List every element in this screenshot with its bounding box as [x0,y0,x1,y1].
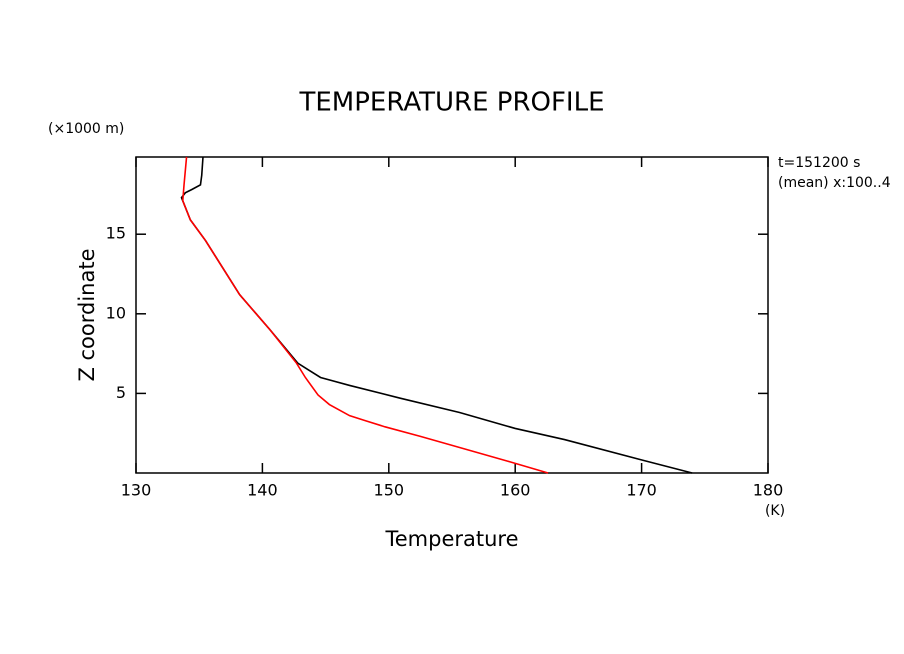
annotation: t=151200 s [778,155,860,171]
y-unit: (×1000 m) [48,121,124,137]
x-tick-label: 130 [121,481,152,500]
plot-frame [135,156,769,474]
y-axis-label: Z coordinate [75,248,99,381]
x-tick-label: 150 [374,481,405,500]
line [181,156,549,474]
x-tick-label: 140 [247,481,278,500]
x-tick-label: 160 [500,481,531,500]
y-tick-label: 15 [106,224,126,243]
chart-title: TEMPERATURE PROFILE [298,88,604,118]
x-tick-label: 170 [626,481,657,500]
annotation: (mean) x:100..4 [778,175,891,191]
y-tick-label: 10 [106,303,126,322]
y-tick-label: 5 [116,383,126,402]
x-tick-label: 180 [753,481,784,500]
x-axis-label: Temperature [384,527,518,551]
x-unit: (K) [765,503,785,519]
